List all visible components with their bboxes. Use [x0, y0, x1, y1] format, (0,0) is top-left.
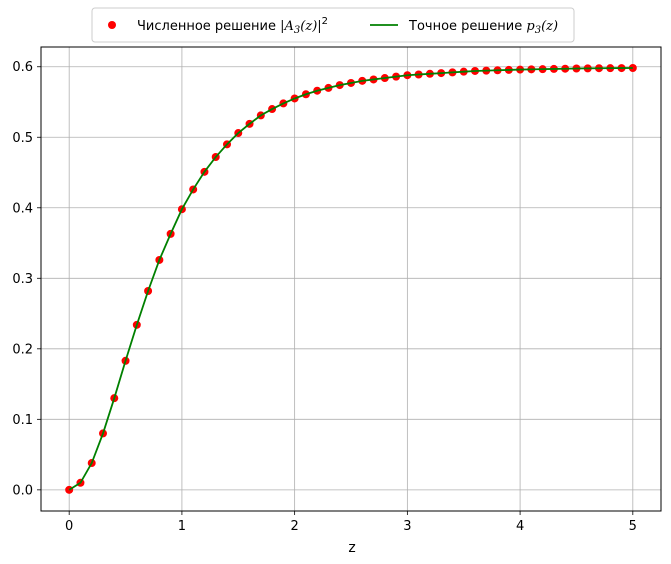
plot-points — [65, 64, 637, 494]
legend-numeric-sup: 2 — [322, 16, 328, 27]
y-tick-label: 0.4 — [12, 201, 33, 216]
legend-label-numeric: Численное решение |A3(z)|2 — [137, 16, 328, 36]
y-tick-label: 0.6 — [12, 60, 33, 75]
x-axis-ticks: 0 1 2 3 4 5 — [65, 511, 637, 534]
x-tick-label: 5 — [629, 519, 637, 534]
legend-numeric-math: |A — [280, 19, 294, 34]
x-tick-label: 0 — [65, 519, 73, 534]
y-tick-label: 0.0 — [12, 483, 33, 498]
legend-box — [91, 7, 575, 43]
legend-exact-prefix: Точное решение — [408, 19, 526, 34]
x-tick-label: 3 — [403, 519, 411, 534]
legend-numeric-math2: (z)| — [300, 19, 321, 34]
x-tick-label: 4 — [516, 519, 524, 534]
legend-exact-math2: (z) — [541, 19, 558, 34]
legend-numeric-prefix: Численное решение — [137, 19, 280, 34]
y-tick-label: 0.1 — [12, 413, 33, 428]
y-axis-ticks: 0.0 0.1 0.2 0.3 0.4 0.5 0.6 — [12, 60, 41, 498]
legend-exact-math: p — [526, 19, 535, 34]
y-tick-label: 0.3 — [12, 272, 33, 287]
y-tick-label: 0.5 — [12, 131, 33, 146]
legend-numeric-sub: 3 — [294, 25, 300, 36]
x-axis-label: z — [348, 540, 355, 556]
legend-exact-sub: 3 — [535, 25, 541, 36]
y-tick-label: 0.2 — [12, 342, 33, 357]
exact-solution-line — [68, 67, 633, 491]
legend-marker-numeric — [108, 21, 116, 29]
x-tick-label: 2 — [290, 519, 298, 534]
x-tick-label: 1 — [178, 519, 186, 534]
legend: Численное решение |A3(z)|2 Точное решени… — [91, 7, 575, 43]
grid — [41, 47, 661, 511]
plot-frame — [40, 46, 662, 512]
legend-label-exact: Точное решение p3(z) — [408, 19, 558, 36]
